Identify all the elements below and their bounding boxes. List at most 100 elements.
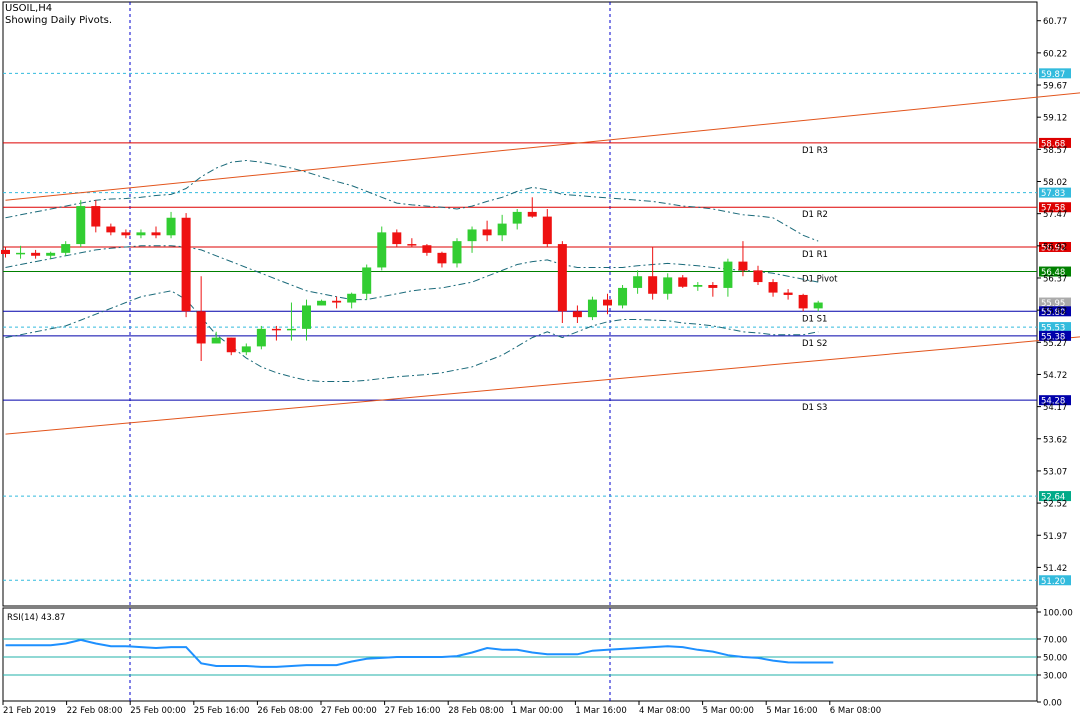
candle-body <box>377 232 387 268</box>
price-level-tag <box>1039 491 1071 502</box>
time-tick-label: 25 Feb 16:00 <box>194 706 250 716</box>
candle-body <box>648 276 658 294</box>
candle-body <box>347 293 357 303</box>
candle-body <box>16 252 26 255</box>
candle-body <box>121 232 131 236</box>
rsi-tick-label: 0.00 <box>1043 699 1062 709</box>
candle-body <box>603 299 612 306</box>
candle-body <box>392 232 402 245</box>
symbol-label: USOIL,H4 <box>5 3 53 14</box>
candle-body <box>1 249 10 255</box>
price-tick-label: 56.92 <box>1043 242 1067 252</box>
price-level-tag <box>1039 297 1071 308</box>
candle-body <box>61 244 71 253</box>
pivot-price-tag <box>1039 266 1071 277</box>
price-level-tag-text: 55.53 <box>1041 324 1065 334</box>
price-tick-label: 52.52 <box>1043 500 1067 510</box>
time-tick-label: 22 Feb 08:00 <box>67 706 123 716</box>
pivot-price-tag-text: 57.58 <box>1041 204 1065 214</box>
candle-body <box>317 300 327 306</box>
rsi-tick-label: 30.00 <box>1043 672 1067 682</box>
price-level-tag-text: 55.95 <box>1041 299 1065 309</box>
price-tick-label: 60.77 <box>1043 17 1067 27</box>
price-tick-label: 55.82 <box>1043 307 1067 317</box>
candle-body <box>497 223 507 236</box>
candle-body <box>31 252 41 256</box>
time-tick-label: 27 Feb 16:00 <box>385 706 441 716</box>
rsi-title: RSI(14) 43.87 <box>7 613 65 623</box>
price-level-tag-text: 51.20 <box>1041 577 1065 587</box>
pivot-price-tag <box>1039 306 1071 317</box>
candle-body <box>482 229 492 236</box>
candle-body <box>753 270 763 283</box>
price-tick-label: 58.02 <box>1043 178 1067 188</box>
time-tick-label: 1 Mar 00:00 <box>512 706 563 716</box>
price-tick-label: 54.17 <box>1043 403 1067 413</box>
price-tick-label: 51.97 <box>1043 532 1067 542</box>
pivot-label: D1 S1 <box>802 314 827 324</box>
pivot-price-tag-text: 55.38 <box>1041 332 1065 342</box>
time-tick-label: 27 Feb 00:00 <box>321 706 377 716</box>
rsi-tick-label: 50.00 <box>1043 654 1067 664</box>
candle-body <box>256 328 266 347</box>
candle-body <box>512 211 522 224</box>
time-tick-label: 1 Mar 16:00 <box>575 706 626 716</box>
time-tick-label: 5 Mar 00:00 <box>703 706 754 716</box>
candle-body <box>226 337 236 353</box>
candle-body <box>362 267 372 294</box>
time-tick-label: 5 Mar 16:00 <box>766 706 817 716</box>
pivot-label: D1 R1 <box>802 250 828 260</box>
price-tick-label: 60.22 <box>1043 49 1067 59</box>
candle-body <box>76 206 86 245</box>
price-level-tag-text: 57.83 <box>1041 189 1065 199</box>
pivot-price-tag-text: 56.90 <box>1041 243 1065 253</box>
pivot-price-tag-text: 55.80 <box>1041 308 1065 318</box>
candle-body <box>723 261 733 288</box>
pivot-price-tag <box>1039 330 1071 341</box>
time-tick-label: 26 Feb 08:00 <box>257 706 313 716</box>
candle-body <box>798 294 808 309</box>
pivot-price-tag <box>1039 241 1071 252</box>
price-level-tag-text: 52.64 <box>1041 493 1065 503</box>
pivot-label: D1 R3 <box>802 146 828 156</box>
candle-body <box>286 328 296 331</box>
candle-body <box>332 300 342 303</box>
bollinger-upper <box>5 159 819 242</box>
price-tick-label: 53.62 <box>1043 435 1067 445</box>
candle-body <box>678 277 688 287</box>
candle-body <box>467 229 477 242</box>
trendline <box>5 92 1080 201</box>
candle-body <box>407 244 417 246</box>
pivot-label: D1 S2 <box>802 339 827 349</box>
pivot-label: D1 Pivot <box>802 275 838 285</box>
candle-body <box>527 211 537 217</box>
candle-body <box>91 206 101 227</box>
candle-body <box>618 287 628 306</box>
rsi-tick-label: 100.00 <box>1043 609 1073 619</box>
candle-body <box>136 232 146 236</box>
price-level-tag <box>1039 187 1071 198</box>
price-level-tag <box>1039 68 1071 79</box>
price-panel <box>2 1 1038 607</box>
pivot-price-tag-text: 54.28 <box>1041 397 1065 407</box>
candle-body <box>166 217 176 236</box>
pivot-price-tag-text: 56.48 <box>1041 268 1065 278</box>
price-tick-label: 54.72 <box>1043 371 1067 381</box>
price-level-tag-text: 59.87 <box>1041 70 1065 80</box>
rsi-line <box>5 638 834 668</box>
candle-body <box>693 284 703 287</box>
pivot-price-tag <box>1039 202 1071 213</box>
candle-body <box>452 241 462 264</box>
candle-body <box>783 292 793 295</box>
price-tick-label: 59.67 <box>1043 82 1067 92</box>
time-tick-label: 28 Feb 08:00 <box>448 706 504 716</box>
pivot-price-tag <box>1039 395 1071 406</box>
candle-body <box>708 284 718 288</box>
rsi-panel <box>2 607 1038 702</box>
time-tick-label: 21 Feb 2019 <box>3 706 56 716</box>
candle-body <box>302 305 311 329</box>
time-tick-label: 25 Feb 00:00 <box>130 706 186 716</box>
candle-body <box>813 302 823 309</box>
candle-body <box>241 346 251 353</box>
